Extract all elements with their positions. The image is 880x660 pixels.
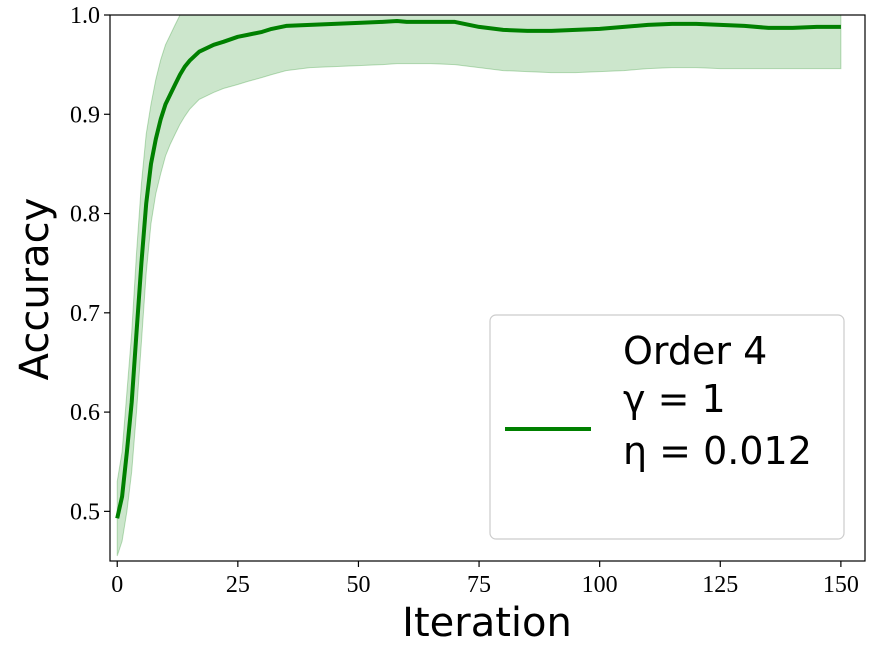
x-tick-label: 0 (111, 572, 123, 598)
x-tick-label: 150 (823, 572, 859, 598)
plot-frame (109, 14, 866, 562)
x-tick-label: 25 (226, 572, 250, 598)
y-axis-title: Accuracy (12, 198, 58, 381)
y-tick-label: 0.8 (70, 202, 100, 228)
y-tick-label: 0.6 (70, 400, 100, 426)
y-tick-label: 1.0 (70, 3, 100, 29)
legend: Order 4 γ = 1 η = 0.012 (489, 314, 845, 540)
x-axis-title: Iteration (402, 600, 572, 646)
y-tick-label: 0.9 (70, 102, 100, 128)
y-tick-label: 0.5 (70, 499, 100, 525)
legend-box (489, 314, 845, 540)
y-tick-label: 0.7 (70, 301, 100, 327)
legend-label-line-3: η = 0.012 (623, 429, 812, 473)
x-tick-label: 125 (702, 572, 738, 598)
accuracy-line (115, 19, 841, 519)
x-tick-label: 100 (582, 572, 618, 598)
confidence-band (116, 15, 842, 557)
legend-label-line-1: Order 4 (623, 329, 767, 373)
legend-label-line-2: γ = 1 (623, 377, 726, 421)
x-tick-label: 50 (346, 572, 370, 598)
x-tick-label: 75 (467, 572, 491, 598)
